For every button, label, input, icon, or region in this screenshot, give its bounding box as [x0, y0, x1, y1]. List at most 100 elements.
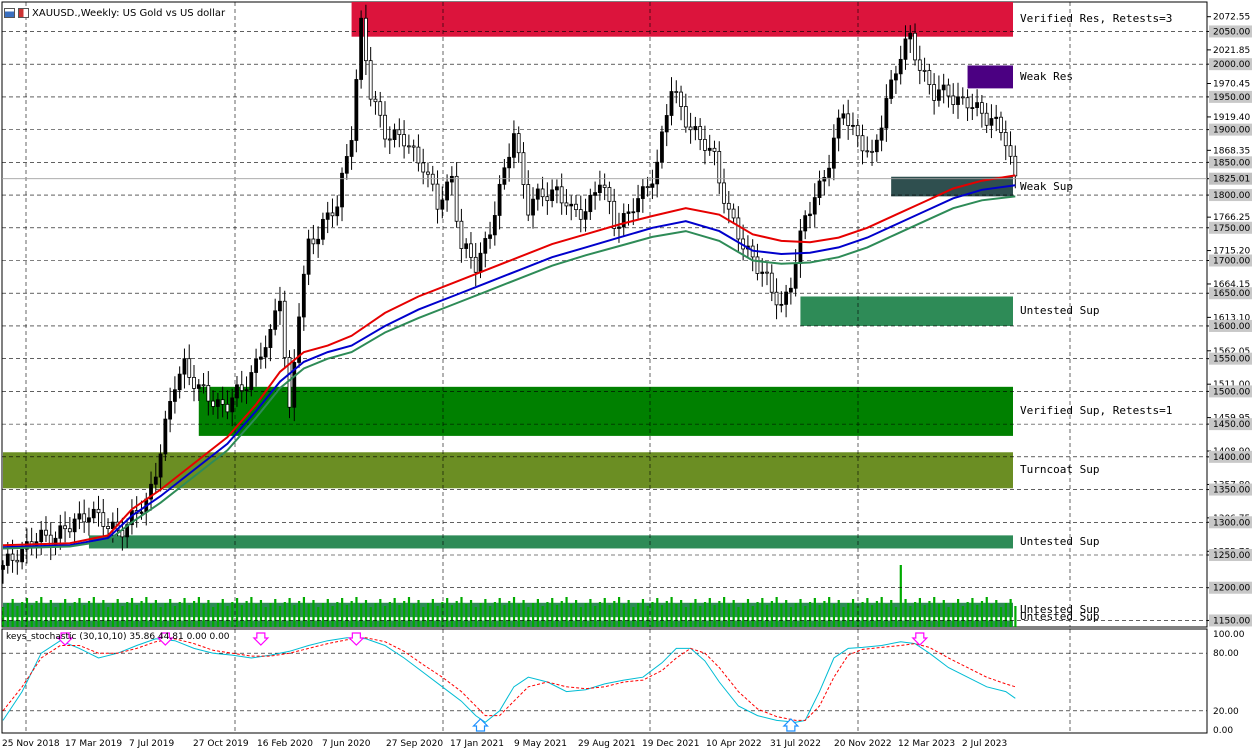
time-tick-label: 2 Jul 2023: [962, 739, 1007, 749]
candle-body: [1013, 155, 1018, 177]
price-tick-label: 1950.00: [1213, 93, 1250, 103]
price-tick-label: 1562.05: [1213, 347, 1250, 357]
volume-bar: [298, 601, 301, 627]
volume-bar: [126, 602, 129, 627]
volume-bar: [436, 606, 439, 627]
candle-body: [492, 215, 497, 236]
volume-bar: [312, 600, 315, 627]
volume-bar: [345, 605, 348, 627]
volume-bar: [971, 598, 974, 627]
volume-bar: [780, 604, 783, 627]
volume-bar: [278, 606, 282, 627]
candle-body: [211, 400, 216, 407]
candle-body: [655, 161, 660, 185]
candle-body: [994, 116, 999, 119]
volume-bar: [21, 602, 24, 627]
candle-body: [478, 252, 483, 273]
volume-bar: [718, 601, 721, 627]
candle-body: [788, 287, 793, 293]
price-tick-label: 1970.45: [1213, 80, 1250, 90]
volume-layer: [2, 565, 1017, 627]
ma-line-2: [2, 184, 1016, 549]
signal-down-arrow: [252, 632, 270, 646]
time-tick-label: 10 Apr 2022: [706, 739, 762, 749]
candle-body: [870, 150, 874, 153]
volume-bar: [364, 600, 368, 627]
volume-bar: [384, 606, 387, 627]
volume-bar: [35, 601, 38, 627]
candle-body: [139, 511, 144, 514]
candle-body: [177, 373, 182, 391]
volume-bar: [164, 603, 167, 627]
candle-body: [292, 362, 297, 408]
volume-bar: [255, 604, 258, 627]
volume-bar: [541, 606, 544, 627]
candle-body: [10, 553, 15, 561]
candle-body: [488, 234, 492, 239]
volume-bar: [751, 606, 754, 627]
volume-bar: [985, 597, 988, 627]
volume-bar: [875, 601, 879, 627]
candle-body: [593, 192, 597, 196]
signal-down-arrow: [156, 632, 174, 646]
volume-bar: [97, 604, 100, 627]
price-box: [1209, 221, 1252, 234]
ma-line-3: [2, 195, 1016, 550]
volume-bar: [713, 605, 716, 627]
volume-bar: [990, 604, 993, 627]
volume-bar: [30, 605, 33, 627]
indicator-axis: 100.00 80.00 20.00 0.00: [2, 630, 1245, 736]
volume-bar: [890, 600, 893, 627]
price-box: [1209, 614, 1252, 627]
candle-body: [101, 512, 106, 527]
candle-body: [196, 384, 201, 389]
candle-body: [607, 187, 612, 202]
volume-bar: [842, 607, 845, 627]
volume-bar: [646, 606, 649, 627]
time-tick-label: 19 Dec 2021: [642, 739, 700, 749]
volume-bar: [16, 606, 19, 627]
price-axis: 2072.55 2050.00 2021.85 2000.00 1970.45 1950.…: [1207, 13, 1252, 627]
volume-bar: [498, 598, 501, 627]
volume-bar: [159, 607, 162, 627]
ma-line-1: [2, 174, 1016, 547]
volume-bar: [799, 599, 802, 627]
candle-body: [645, 186, 650, 189]
volume-bar: [379, 599, 382, 627]
volume-bar: [536, 599, 539, 627]
candle-body: [760, 271, 765, 274]
volume-bar: [87, 601, 91, 627]
time-tick-label: 9 May 2021: [514, 739, 567, 749]
volume-bar: [660, 605, 664, 627]
candle-body: [707, 147, 712, 151]
volume-bar: [756, 602, 759, 627]
price-tick-label: 1250.00: [1213, 551, 1250, 561]
candle-body: [311, 238, 316, 245]
volume-bar: [403, 601, 406, 627]
volume-bar: [761, 598, 764, 627]
candle-body: [354, 79, 359, 141]
candle-body: [87, 517, 91, 523]
candle-body: [426, 171, 430, 175]
price-box: [1209, 287, 1252, 300]
candle-body: [636, 198, 640, 213]
volume-bar: [575, 600, 578, 627]
volume-bar: [44, 604, 48, 627]
volume-bar: [828, 597, 831, 627]
candle-body: [917, 59, 922, 71]
volume-bar: [465, 604, 468, 627]
volume-bar: [617, 597, 621, 627]
volume-bar: [522, 600, 525, 627]
price-box: [1209, 254, 1252, 267]
candle-body: [416, 146, 421, 164]
candle-body: [268, 328, 273, 348]
candle-body: [669, 91, 674, 116]
volume-bar: [178, 602, 181, 627]
volume-bar: [703, 602, 707, 627]
candle-body: [922, 69, 927, 72]
volume-bar: [622, 604, 625, 627]
volume-bar: [412, 604, 415, 627]
volume-bar: [813, 598, 816, 627]
candle-body: [297, 316, 301, 363]
